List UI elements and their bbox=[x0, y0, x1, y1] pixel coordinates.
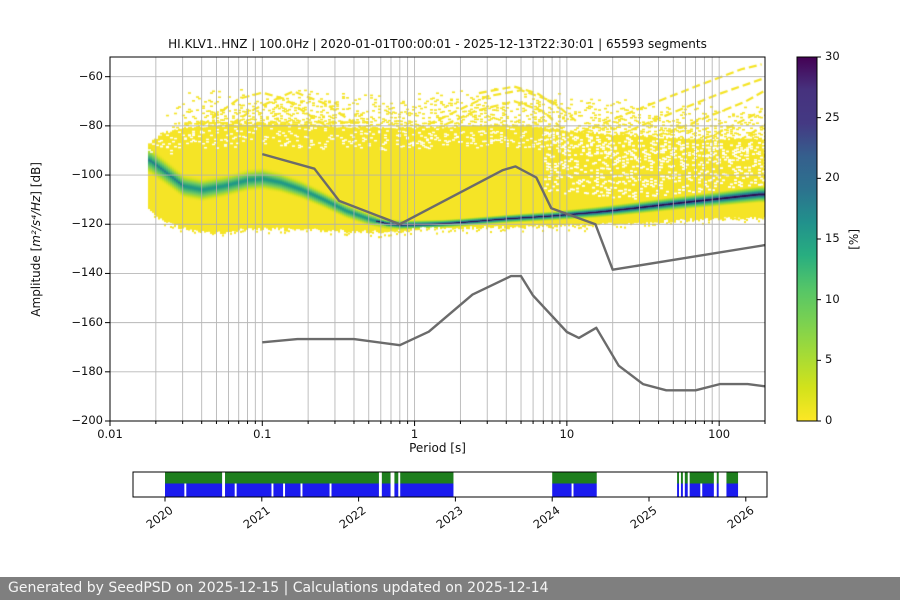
y-tick-label: −140 bbox=[71, 265, 103, 280]
colorbar-tick-label: 5 bbox=[825, 352, 833, 367]
colorbar-label: [%] bbox=[847, 228, 861, 250]
timeline-year-label: 2024 bbox=[530, 503, 563, 532]
timeline-year-label: 2020 bbox=[143, 503, 176, 532]
x-tick-label: 0.1 bbox=[253, 427, 272, 441]
colorbar-tick-label: 10 bbox=[825, 291, 840, 306]
y-tick-label: −160 bbox=[71, 314, 103, 329]
colorbar-tick-label: 30 bbox=[825, 49, 840, 63]
x-axis-label: Period [s] bbox=[409, 441, 466, 455]
y-axis-label-text: Amplitude [m²/s⁴/Hz] [dB] bbox=[29, 161, 43, 317]
timeline-bar bbox=[132, 471, 768, 498]
y-tick-label: −100 bbox=[71, 167, 103, 182]
y-tick-label: −80 bbox=[78, 117, 103, 132]
timeline-year-label: 2021 bbox=[240, 503, 273, 532]
colorbar bbox=[796, 56, 818, 422]
footer-text: Generated by SeedPSD on 2025-12-15 | Cal… bbox=[8, 580, 549, 596]
colorbar-tick-label: 0 bbox=[825, 413, 833, 427]
plot-title: HI.KLV1..HNZ | 100.0Hz | 2020-01-01T00:0… bbox=[168, 37, 707, 51]
x-tick-label: 10 bbox=[559, 427, 575, 441]
timeline-year-label: 2022 bbox=[336, 503, 369, 532]
colorbar-tick-label: 25 bbox=[825, 109, 840, 124]
footer-bar: Generated by SeedPSD on 2025-12-15 | Cal… bbox=[0, 577, 900, 600]
y-axis-label: Amplitude [m²/s⁴/Hz] [dB] bbox=[26, 57, 46, 421]
colorbar-tick-label: 20 bbox=[825, 170, 840, 185]
timeline-year-label: 2025 bbox=[627, 503, 660, 532]
y-axis-label-math: m²/s⁴/Hz bbox=[29, 195, 43, 247]
timeline-blue-segments bbox=[165, 483, 739, 497]
ppsd-histogram-canvas bbox=[110, 57, 765, 421]
colorbar-tick-label: 15 bbox=[825, 231, 840, 245]
y-tick-label: −200 bbox=[71, 413, 103, 427]
x-tick-label: 0.01 bbox=[97, 427, 123, 441]
timeline-year-label: 2026 bbox=[724, 503, 757, 532]
y-tick-label: −60 bbox=[78, 68, 103, 83]
y-tick-label: −120 bbox=[71, 216, 103, 231]
x-tick-label: 1 bbox=[410, 427, 419, 441]
timeline-green-segments bbox=[165, 472, 739, 484]
y-tick-label: −180 bbox=[71, 363, 103, 378]
timeline-year-label: 2023 bbox=[433, 503, 466, 532]
x-tick-label: 100 bbox=[708, 427, 731, 441]
